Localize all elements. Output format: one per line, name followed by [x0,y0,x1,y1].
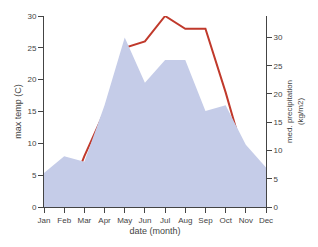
svg-text:20: 20 [274,90,283,99]
svg-text:10: 10 [274,146,283,155]
svg-text:Mar: Mar [77,216,91,225]
svg-text:Jun: Jun [138,216,151,225]
svg-text:25: 25 [274,62,283,71]
svg-text:May: May [117,216,132,225]
svg-text:0: 0 [32,203,37,212]
svg-text:Jan: Jan [38,216,51,225]
svg-text:med. precipitation(kg/m2): med. precipitation(kg/m2) [285,80,304,143]
svg-text:Nov: Nov [239,216,253,225]
svg-text:5: 5 [274,175,279,184]
svg-text:15: 15 [274,118,283,127]
svg-text:Dec: Dec [259,216,273,225]
svg-text:Sep: Sep [198,216,213,225]
svg-text:30: 30 [27,12,36,21]
svg-text:30: 30 [274,33,283,42]
svg-text:date (month): date (month) [129,226,180,236]
svg-text:25: 25 [27,44,36,53]
svg-text:Jul: Jul [160,216,170,225]
svg-text:Apr: Apr [98,216,111,225]
svg-text:Feb: Feb [57,216,71,225]
svg-text:Aug: Aug [178,216,192,225]
svg-text:0: 0 [274,203,279,212]
svg-text:15: 15 [27,107,36,116]
svg-text:max temp (C): max temp (C) [13,84,23,139]
svg-text:10: 10 [27,139,36,148]
svg-text:Oct: Oct [219,216,232,225]
svg-text:20: 20 [27,75,36,84]
svg-text:5: 5 [32,171,37,180]
